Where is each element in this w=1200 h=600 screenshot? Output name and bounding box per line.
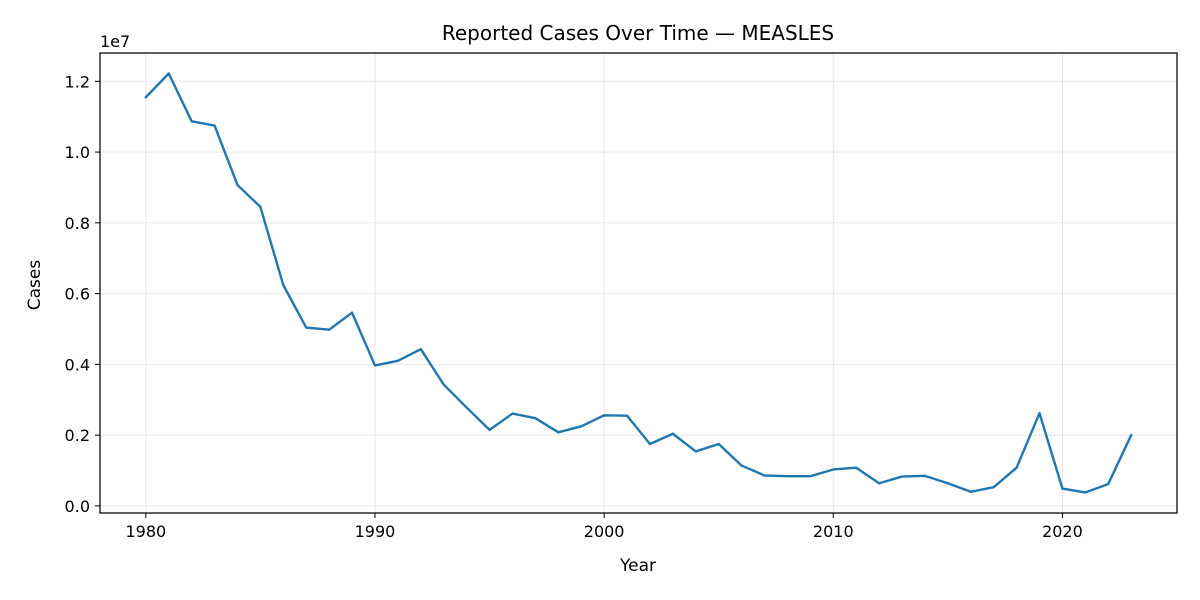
x-tick-label: 2010: [813, 522, 854, 541]
data-point: [282, 283, 285, 287]
data-point: [877, 482, 881, 485]
y-tick-label: 0.4: [65, 355, 90, 374]
data-point: [213, 124, 216, 127]
data-point: [259, 205, 262, 209]
data-point: [373, 364, 377, 367]
series-layer: [144, 72, 1133, 494]
data-point: [534, 416, 537, 420]
data-point: [694, 450, 697, 453]
y-tick-label: 1.2: [65, 72, 90, 91]
data-point: [327, 328, 331, 331]
data-point: [602, 414, 606, 417]
data-point: [900, 475, 904, 478]
data-point: [350, 311, 354, 314]
data-point: [236, 183, 239, 187]
grid-lines: [100, 53, 1177, 513]
data-point: [786, 475, 789, 478]
data-point: [1061, 487, 1064, 490]
data-point: [923, 474, 927, 478]
y-tick-label: 0.8: [65, 214, 90, 233]
data-point: [740, 464, 743, 467]
data-point: [580, 425, 583, 428]
data-point: [992, 485, 995, 489]
y-tick-label: 0.6: [65, 285, 90, 304]
x-tick-label: 2000: [584, 522, 625, 541]
data-point: [190, 120, 193, 123]
data-point: [511, 412, 514, 415]
x-tick-label: 2020: [1042, 522, 1083, 541]
data-point: [465, 406, 468, 409]
ticks: 1980 1990 2000 2010 2020 0.0 0.2 0.4 0.6 0.8 1.0 1.…: [65, 72, 1083, 541]
data-point: [832, 468, 835, 471]
y-axis-multiplier: 1e7: [100, 32, 130, 51]
data-point: [946, 482, 950, 485]
data-point: [717, 442, 720, 446]
data-point: [419, 347, 423, 351]
data-point: [671, 432, 675, 435]
data-point: [854, 466, 858, 469]
y-tick-label: 1.0: [65, 143, 90, 162]
data-point: [1107, 482, 1110, 486]
data-point: [809, 475, 812, 478]
data-point: [557, 431, 560, 434]
data-point: [969, 490, 972, 493]
x-tick-label: 1990: [355, 522, 396, 541]
x-axis-label: Year: [619, 556, 656, 576]
data-point: [1084, 491, 1087, 494]
y-tick-label: 0.0: [65, 497, 90, 516]
data-point: [305, 326, 308, 329]
data-point: [763, 474, 766, 477]
data-point: [1038, 412, 1041, 415]
y-axis-label: Cases: [25, 260, 45, 311]
chart-title: Reported Cases Over Time — MEASLES: [442, 21, 834, 45]
data-point: [1015, 466, 1018, 469]
plot-frame: [99, 52, 1178, 514]
data-point: [648, 442, 652, 446]
data-point: [144, 96, 148, 99]
y-tick-label: 0.2: [65, 426, 90, 445]
data-point: [396, 359, 400, 363]
data-point: [1129, 433, 1133, 437]
data-point: [167, 72, 170, 75]
x-tick-label: 1980: [125, 522, 166, 541]
series-line-measles: [144, 72, 1133, 494]
data-point: [442, 383, 445, 386]
data-point: [488, 428, 491, 432]
data-point: [625, 414, 629, 417]
